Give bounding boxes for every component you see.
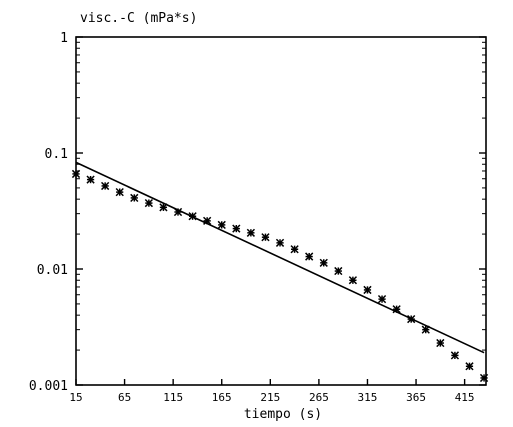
data-point xyxy=(115,187,124,197)
data-point xyxy=(203,216,212,225)
data-points xyxy=(71,169,489,383)
data-point xyxy=(377,294,387,304)
x-tick-label: 265 xyxy=(309,391,329,404)
data-point xyxy=(159,203,168,212)
x-tick-label: 365 xyxy=(406,391,426,404)
y-tick-label: 0.01 xyxy=(37,263,68,278)
data-point xyxy=(217,220,226,230)
data-point xyxy=(363,285,372,295)
data-point xyxy=(392,305,401,314)
y-tick-label: 0.1 xyxy=(45,147,68,162)
x-tick-label: 115 xyxy=(163,391,183,404)
x-tick-label: 315 xyxy=(358,391,378,404)
data-point xyxy=(479,373,489,383)
data-point xyxy=(436,338,445,348)
data-point xyxy=(290,245,299,254)
x-tick-label: 215 xyxy=(260,391,280,404)
data-point xyxy=(450,351,460,360)
data-point xyxy=(334,266,343,276)
data-point xyxy=(275,238,285,247)
data-point xyxy=(71,169,81,179)
data-point xyxy=(421,325,430,334)
data-point xyxy=(319,258,328,267)
x-tick-label: 165 xyxy=(212,391,232,404)
data-point xyxy=(407,314,416,324)
x-tick-label: 415 xyxy=(455,391,475,404)
data-point xyxy=(305,252,314,261)
data-point xyxy=(188,212,197,221)
data-point xyxy=(144,198,153,208)
y-tick-label: 1 xyxy=(60,31,68,46)
y-axis-title: visc.-C (mPa*s) xyxy=(80,11,197,26)
data-point xyxy=(86,175,95,184)
data-point xyxy=(261,233,270,242)
data-point xyxy=(465,362,474,371)
y-axis: 0.001 0.01 0.1 1 xyxy=(29,31,486,394)
x-tick-label: 15 xyxy=(69,391,82,404)
data-point xyxy=(348,276,358,285)
x-axis: 15 65 115 165 215 265 315 365 415 xyxy=(69,379,475,404)
x-tick-label: 65 xyxy=(118,391,131,404)
data-point xyxy=(232,224,241,233)
y-tick-label: 0.001 xyxy=(29,379,68,394)
plot-frame xyxy=(75,36,487,386)
data-point xyxy=(173,207,183,217)
x-axis-title: tiempo (s) xyxy=(244,407,322,422)
data-point xyxy=(130,193,139,203)
data-point xyxy=(101,181,110,191)
fit-line xyxy=(75,161,485,354)
data-point xyxy=(246,228,256,237)
